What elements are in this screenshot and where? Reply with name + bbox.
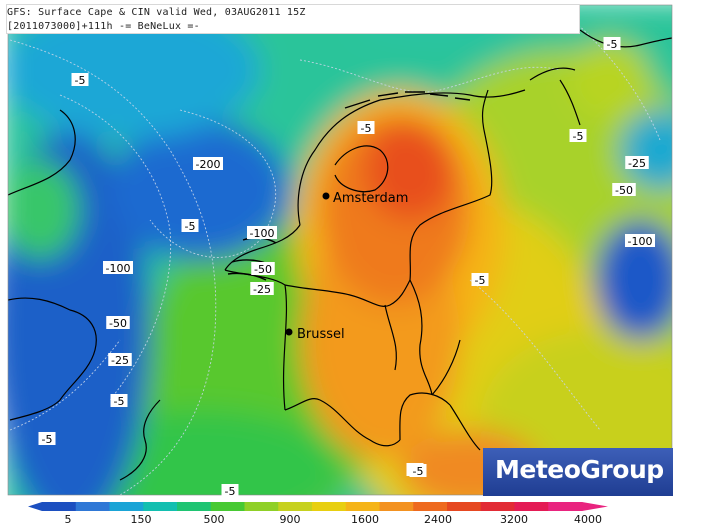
colorbar-swatch	[210, 502, 245, 511]
cin-label-box	[71, 73, 89, 86]
colorbar-tick-label: 4000	[574, 513, 602, 526]
colorbar-swatch	[42, 502, 77, 511]
colorbar-swatch	[177, 502, 212, 511]
map-header: GFS: Surface Cape & CIN valid Wed, 03AUG…	[6, 4, 580, 34]
cin-label: -200	[196, 158, 221, 171]
cin-label: -5	[573, 130, 584, 143]
colorbar-swatch	[413, 502, 448, 511]
colorbar-swatch	[312, 502, 347, 511]
colorbar-tick-label: 900	[279, 513, 301, 526]
cin-label-box	[612, 183, 636, 196]
cin-label-box	[38, 432, 56, 445]
colorbar-swatch	[548, 502, 583, 511]
colorbar-tick-label: 2400	[424, 513, 452, 526]
colorbar-swatch	[75, 502, 110, 511]
cin-label-box	[181, 219, 199, 232]
cin-label: -50	[615, 184, 633, 197]
colorbar-tick-label: 5	[64, 513, 72, 526]
cin-label-box	[625, 156, 649, 169]
cin-label: -5	[75, 74, 86, 87]
cin-label-box	[221, 484, 239, 497]
cin-label: -100	[250, 227, 275, 240]
city-label-brussel: Brussel	[297, 327, 345, 342]
colorbar-tick-label: 150	[130, 513, 152, 526]
colorbar-arrow-left	[28, 502, 42, 511]
cin-label: -5	[475, 274, 486, 287]
cin-label: -100	[628, 235, 653, 248]
cin-label: -25	[628, 157, 646, 170]
cin-label: -50	[109, 317, 127, 330]
cin-label: -5	[413, 465, 424, 478]
cin-label-box	[106, 316, 130, 329]
colorbar-swatch	[379, 502, 414, 511]
colorbar-swatch	[244, 502, 279, 511]
cin-label-box	[603, 37, 621, 50]
colorbar-swatch	[447, 502, 482, 511]
meteogroup-logo: MeteoGroup	[483, 448, 673, 496]
cin-label-box	[569, 129, 587, 142]
city-label-amsterdam: Amsterdam	[333, 191, 408, 206]
cin-label: -25	[111, 354, 129, 367]
cin-label-box	[409, 464, 427, 477]
map-title: GFS: Surface Cape & CIN valid Wed, 03AUG…	[7, 7, 306, 18]
cin-label-box	[247, 226, 277, 239]
cin-label: -50	[254, 263, 272, 276]
colorbar-swatch	[345, 502, 380, 511]
cin-label-box	[625, 234, 655, 247]
colorbar-arrow-right	[582, 502, 608, 511]
cin-label-box	[108, 353, 132, 366]
city-marker-brussel	[285, 328, 293, 336]
map-subtitle: [2011073000]+111h -= BeNeLux =-	[7, 21, 200, 32]
colorbar-swatch	[278, 502, 313, 511]
cin-label-box	[251, 262, 275, 275]
cin-label-box	[250, 282, 274, 295]
cin-label-box	[193, 157, 223, 170]
colorbar	[28, 502, 608, 511]
cin-label: -25	[253, 283, 271, 296]
colorbar-swatch	[480, 502, 515, 511]
cin-label: -5	[607, 38, 618, 51]
cin-label: -5	[185, 220, 196, 233]
cin-label-box	[471, 273, 489, 286]
cin-label-box	[110, 394, 128, 407]
cin-label: -5	[225, 485, 236, 498]
colorbar-swatch	[109, 502, 144, 511]
cin-label: -5	[361, 122, 372, 135]
cin-label: -100	[106, 262, 131, 275]
cin-label: -5	[114, 395, 125, 408]
colorbar-tick-label: 1600	[351, 513, 379, 526]
cin-label: -5	[42, 433, 53, 446]
cin-labels: -5 -5 -5 -5 -25 -50 -200 -5 -100 -100 -50 -25 -50 -25…	[38, 37, 655, 498]
colorbar-swatch	[143, 502, 178, 511]
colorbar-swatch	[514, 502, 549, 511]
colorbar-tick-label: 3200	[500, 513, 528, 526]
cin-label-box	[103, 261, 133, 274]
cin-label-box	[357, 121, 375, 134]
brand-name: MeteoGroup	[495, 455, 664, 484]
city-marker-amsterdam	[322, 192, 330, 200]
colorbar-tick-label: 500	[203, 513, 225, 526]
